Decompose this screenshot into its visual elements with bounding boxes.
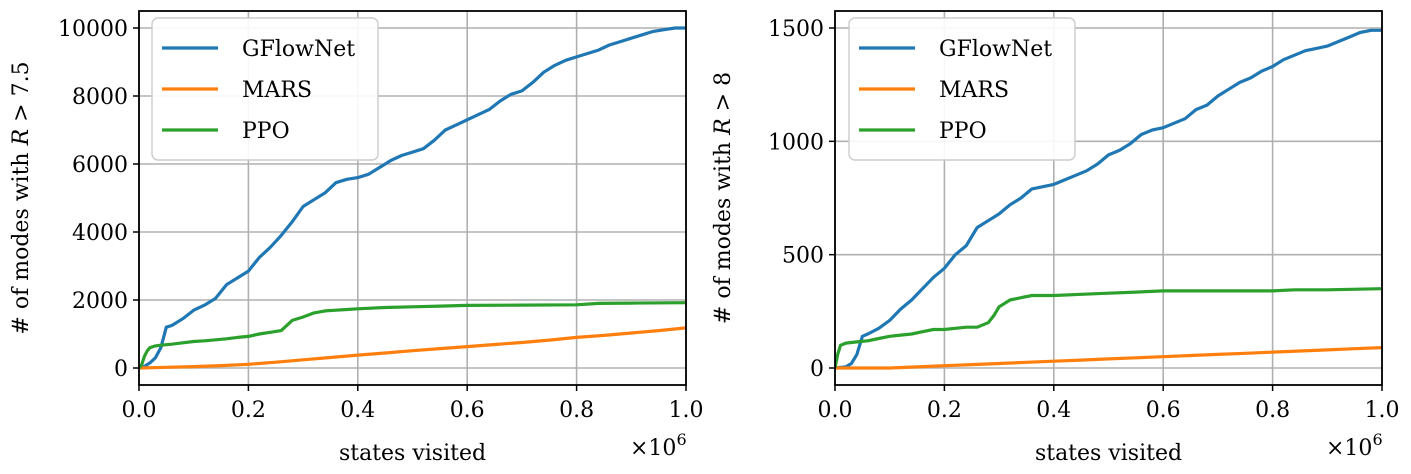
left-panel: 0.0 0.2 0.4 0.6 0.8 1.0 0 2000 4000 6000 8000 10000… [9,10,704,466]
series-group [835,28,1382,370]
legend-label-mars: MARS [939,78,1009,103]
y-label-prefix: # of modes with [711,135,736,324]
x-scale-base: ×10 [1326,436,1372,461]
x-tick-label: 0.0 [818,398,853,423]
y-tick-label: 1500 [768,17,824,42]
y-tick-label: 6000 [72,153,128,178]
y-label-suffix: > 8 [711,72,736,118]
x-tick-label: 0.4 [1036,398,1071,423]
x-tick-label: 0.8 [1255,398,1290,423]
y-axis-label: # of modes with R > 7.5 [9,61,34,334]
x-scale-base: ×10 [630,436,676,461]
series-line-ppo [835,287,1382,369]
axes-frame [834,10,1383,386]
series-group [139,26,686,370]
x-axis-label: states visited [339,441,486,466]
series-line-gflownet [835,28,1382,370]
right-panel: 0.0 0.2 0.4 0.6 0.8 1.0 0 500 1000 1500 states vis… [711,10,1400,466]
legend-label-ppo: PPO [939,119,987,144]
y-tick-label: 500 [782,244,824,269]
series-line-mars [139,326,686,370]
y-label-prefix: # of modes with [9,145,34,334]
y-tick-label: 8000 [72,85,128,110]
legend-box [848,17,1076,161]
x-axis-label: states visited [1035,441,1182,466]
legend: GFlowNet MARS PPO [151,17,379,161]
x-tick-label: 0.2 [231,398,266,423]
legend-label-gflownet: GFlowNet [242,37,355,62]
y-tick-label: 0 [810,357,824,382]
series-line-gflownet [139,26,686,370]
legend-label-ppo: PPO [242,119,290,144]
y-label-suffix: > 7.5 [9,61,34,128]
legend-label-mars: MARS [242,78,312,103]
x-scale-multiplier: ×106 [1326,430,1383,461]
x-tick-label: 1.0 [669,398,704,423]
y-label-variable: R [711,118,736,136]
x-scale-exponent: 6 [1372,430,1382,449]
legend-label-gflownet: GFlowNet [939,37,1052,62]
legend: GFlowNet MARS PPO [848,17,1076,161]
x-tick-label: 1.0 [1365,398,1400,423]
y-tick-label: 2000 [72,289,128,314]
x-tick-label: 0.4 [340,398,375,423]
x-tick-label: 0.6 [450,398,485,423]
y-tick-label: 4000 [72,221,128,246]
y-tick-label: 10000 [58,17,128,42]
axes-frame [138,10,687,386]
x-tick-label: 0.0 [122,398,157,423]
x-tick-label: 0.8 [559,398,594,423]
y-tick-label: 0 [114,357,128,382]
series-line-mars [835,346,1382,370]
x-scale-multiplier: ×106 [630,430,687,461]
y-tick-label: 1000 [768,130,824,155]
series-line-ppo [139,301,686,369]
y-label-variable: R [9,129,34,147]
legend-box [151,17,379,161]
x-tick-label: 0.6 [1146,398,1181,423]
x-scale-exponent: 6 [676,430,686,449]
y-axis-label: # of modes with R > 8 [711,72,736,324]
x-tick-label: 0.2 [927,398,962,423]
